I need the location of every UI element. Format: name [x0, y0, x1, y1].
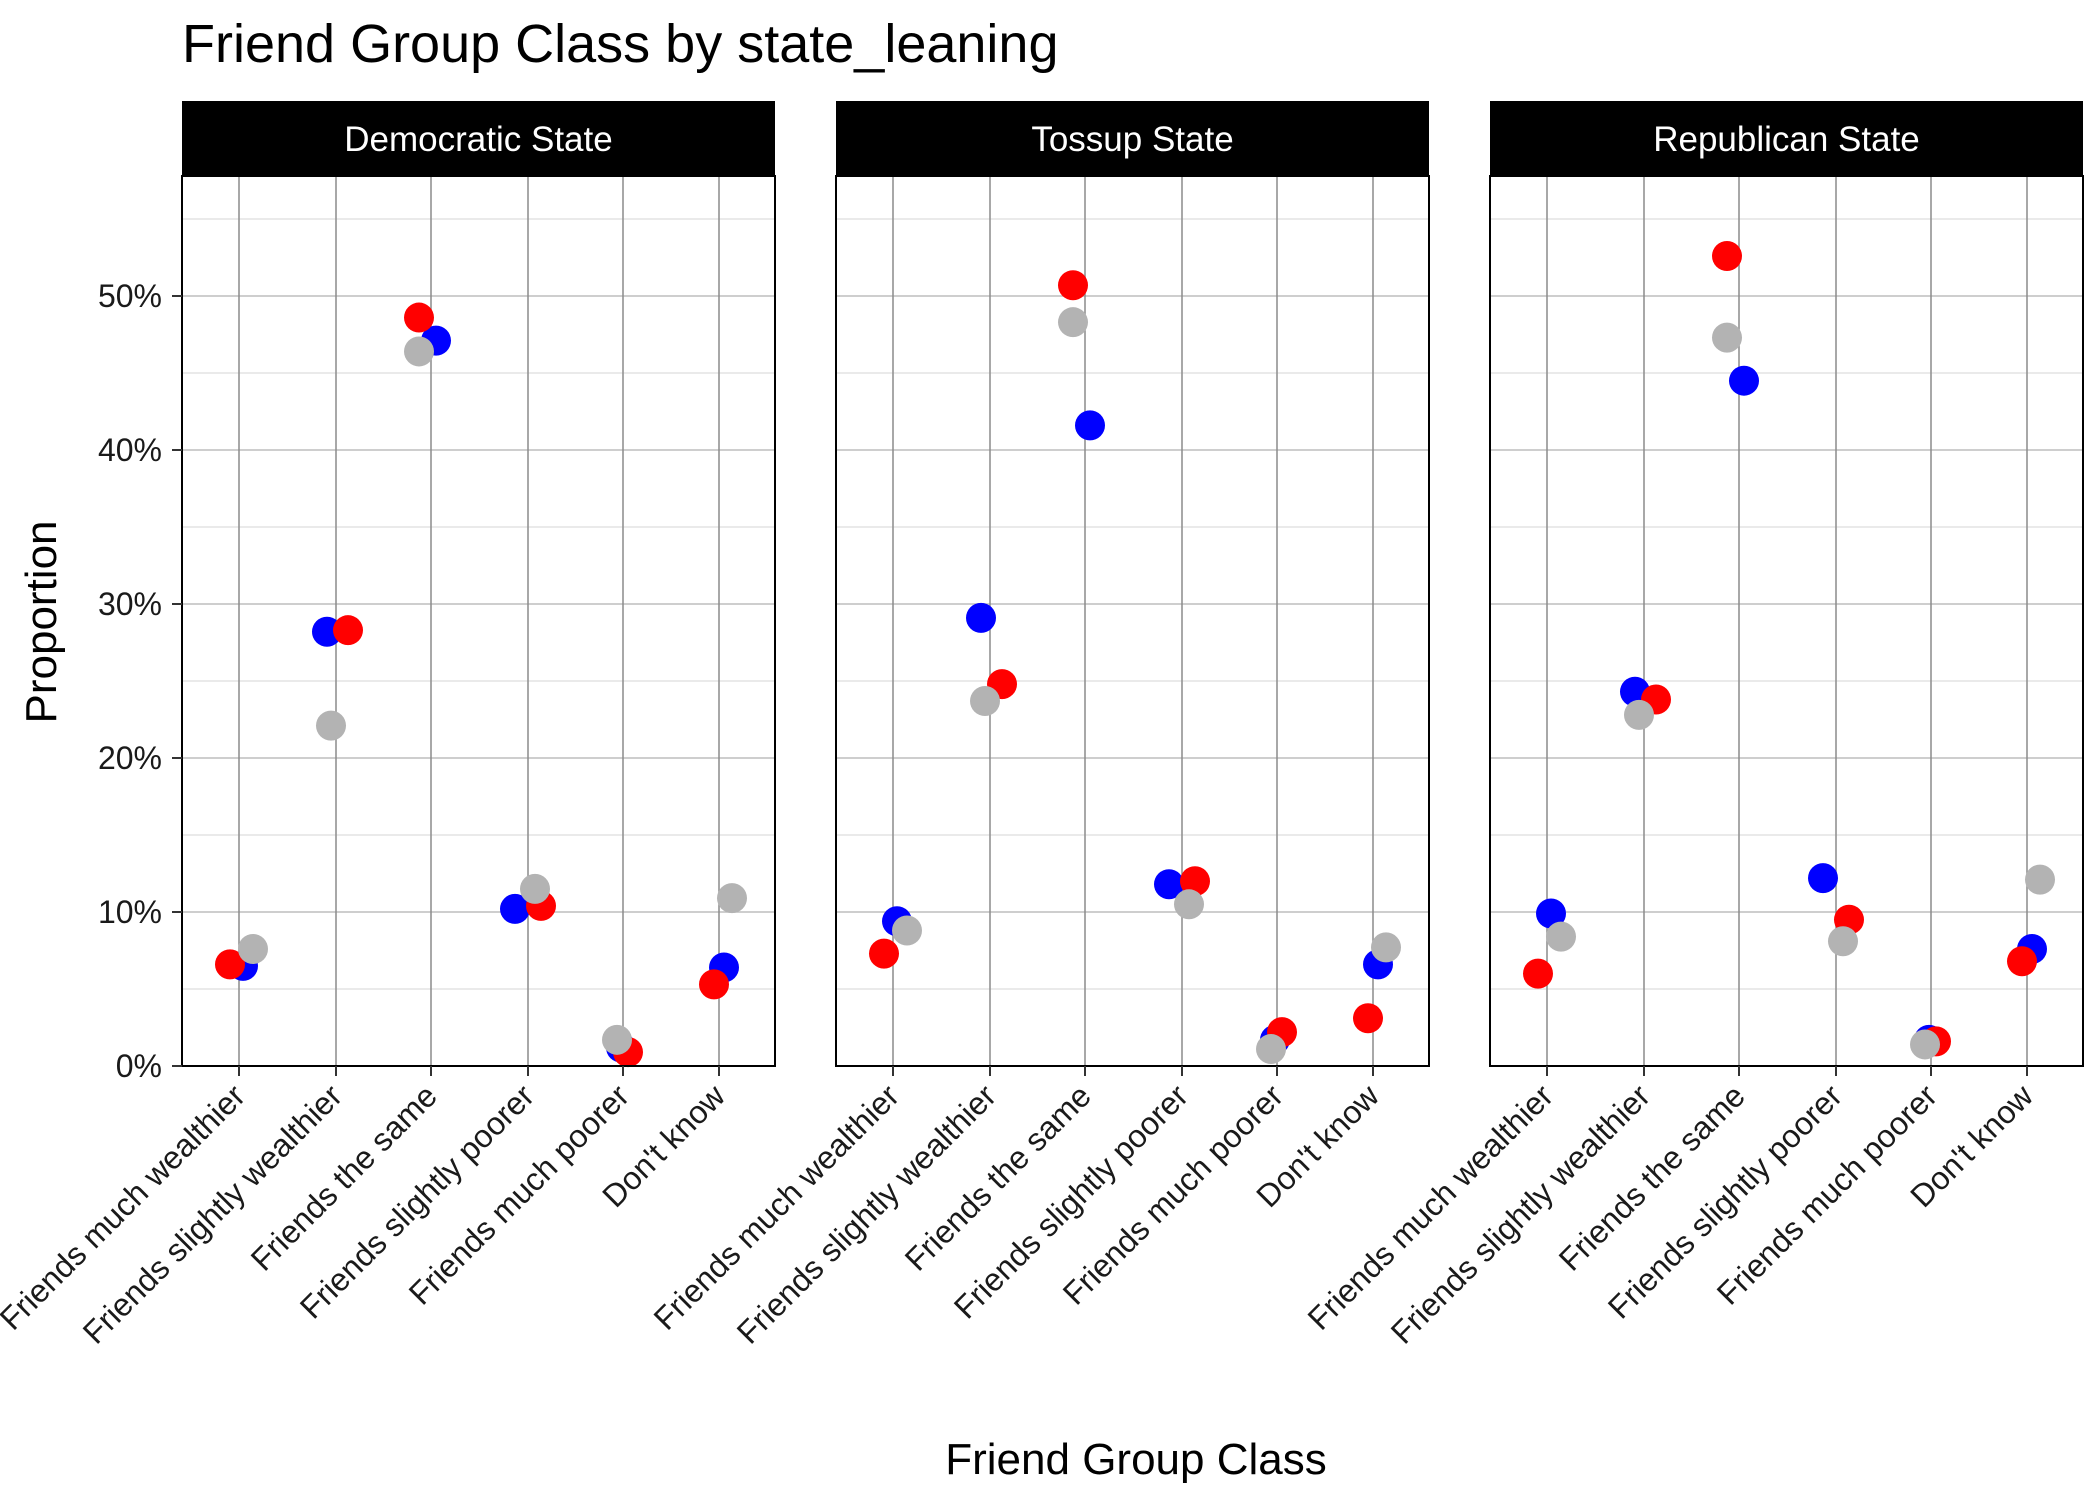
- point-red-friends-the-same: [404, 302, 434, 333]
- point-gray-friends-much-poorer: [602, 1024, 632, 1055]
- point-blue-friends-the-same: [1075, 410, 1105, 441]
- point-red-friends-the-same: [1058, 270, 1088, 301]
- point-red-don-t-know: [699, 969, 729, 1000]
- point-gray-friends-much-poorer: [1910, 1029, 1940, 1060]
- point-gray-friends-the-same: [1712, 322, 1742, 353]
- point-red-friends-much-wealthier: [1523, 958, 1553, 989]
- y-tick-label: 20%: [98, 740, 162, 776]
- y-axis-title: Proportion: [17, 520, 66, 723]
- point-gray-friends-the-same: [404, 336, 434, 367]
- point-blue-friends-the-same: [1729, 365, 1759, 396]
- point-red-friends-slightly-poorer: [1180, 866, 1210, 897]
- point-gray-friends-much-poorer: [1256, 1034, 1286, 1065]
- point-gray-friends-slightly-poorer: [1828, 926, 1858, 957]
- point-gray-friends-much-wealthier: [1546, 921, 1576, 952]
- y-tick-label: 50%: [98, 278, 162, 314]
- point-gray-friends-slightly-wealthier: [970, 686, 1000, 717]
- panel-background: [182, 176, 775, 1066]
- point-blue-friends-slightly-poorer: [1808, 863, 1838, 894]
- point-gray-friends-slightly-wealthier: [1624, 699, 1654, 730]
- x-axis-title: Friend Group Class: [945, 1435, 1326, 1484]
- point-gray-don-t-know: [2025, 864, 2055, 895]
- y-tick-label: 0%: [116, 1048, 162, 1084]
- panel-border: [1489, 175, 2084, 1067]
- point-gray-friends-slightly-poorer: [1174, 889, 1204, 920]
- panel-background: [1490, 176, 2083, 1066]
- chart-title: Friend Group Class by state_leaning: [182, 14, 1058, 74]
- point-gray-friends-slightly-poorer: [520, 873, 550, 904]
- point-gray-don-t-know: [717, 883, 747, 914]
- point-gray-friends-slightly-wealthier: [316, 710, 346, 741]
- point-blue-friends-slightly-poorer: [1154, 869, 1184, 900]
- panel-border: [181, 175, 776, 1067]
- point-gray-friends-much-wealthier: [892, 915, 922, 946]
- panel-strip: [182, 101, 775, 176]
- point-red-friends-the-same: [1712, 240, 1742, 271]
- panel-strip-label: Republican State: [1653, 120, 1920, 159]
- panel-strip: [836, 101, 1429, 176]
- point-red-friends-slightly-wealthier: [333, 615, 363, 646]
- point-gray-friends-the-same: [1058, 307, 1088, 338]
- point-red-don-t-know: [2007, 946, 2037, 977]
- point-red-friends-much-wealthier: [215, 949, 245, 980]
- y-tick-label: 10%: [98, 894, 162, 930]
- y-tick-label: 40%: [98, 432, 162, 468]
- point-red-don-t-know: [1353, 1003, 1383, 1034]
- y-axis: 0% 10% 20% 30% 40% 50%: [98, 278, 182, 1084]
- point-gray-friends-much-wealthier: [238, 933, 268, 964]
- point-blue-friends-slightly-wealthier: [966, 602, 996, 633]
- panel-strip-label: Tossup State: [1031, 120, 1233, 159]
- point-red-friends-much-wealthier: [869, 938, 899, 969]
- point-blue-friends-much-wealthier: [1536, 898, 1566, 929]
- point-blue-friends-slightly-poorer: [500, 893, 530, 924]
- panel-background: [836, 176, 1429, 1066]
- panel-strip: [1490, 101, 2083, 176]
- point-gray-don-t-know: [1371, 932, 1401, 963]
- y-tick-label: 30%: [98, 586, 162, 622]
- panel-border: [835, 175, 1430, 1067]
- panel-strip-label: Democratic State: [344, 120, 612, 159]
